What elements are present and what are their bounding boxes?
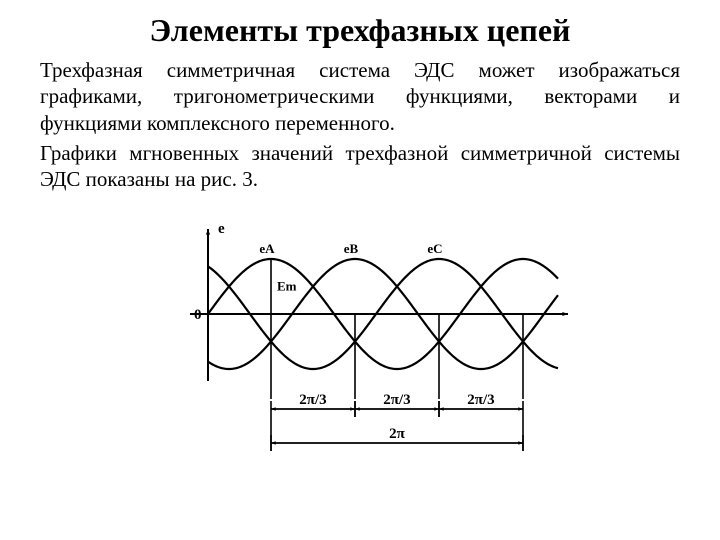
svg-text:eC: eC xyxy=(427,241,442,256)
svg-text:2π/3: 2π/3 xyxy=(467,392,494,408)
svg-text:e: e xyxy=(218,221,225,237)
paragraph-2: Графики мгновенных значений трехфазной с… xyxy=(40,140,680,193)
svg-text:2π/3: 2π/3 xyxy=(383,392,410,408)
paragraph-1: Трехфазная симметричная система ЭДС може… xyxy=(40,57,680,136)
svg-text:eA: eA xyxy=(259,241,275,256)
svg-text:Em: Em xyxy=(277,279,297,294)
svg-text:0: 0 xyxy=(194,307,202,323)
svg-text:2π/3: 2π/3 xyxy=(299,392,326,408)
page-title: Элементы трехфазных цепей xyxy=(40,12,680,49)
svg-text:2π: 2π xyxy=(389,426,406,442)
figure-container: eωt0EmeAeBeC2π/32π/32π/32π xyxy=(40,204,680,484)
three-phase-waveform-figure: eωt0EmeAeBeC2π/32π/32π/32π xyxy=(150,204,570,484)
svg-text:eB: eB xyxy=(344,241,359,256)
